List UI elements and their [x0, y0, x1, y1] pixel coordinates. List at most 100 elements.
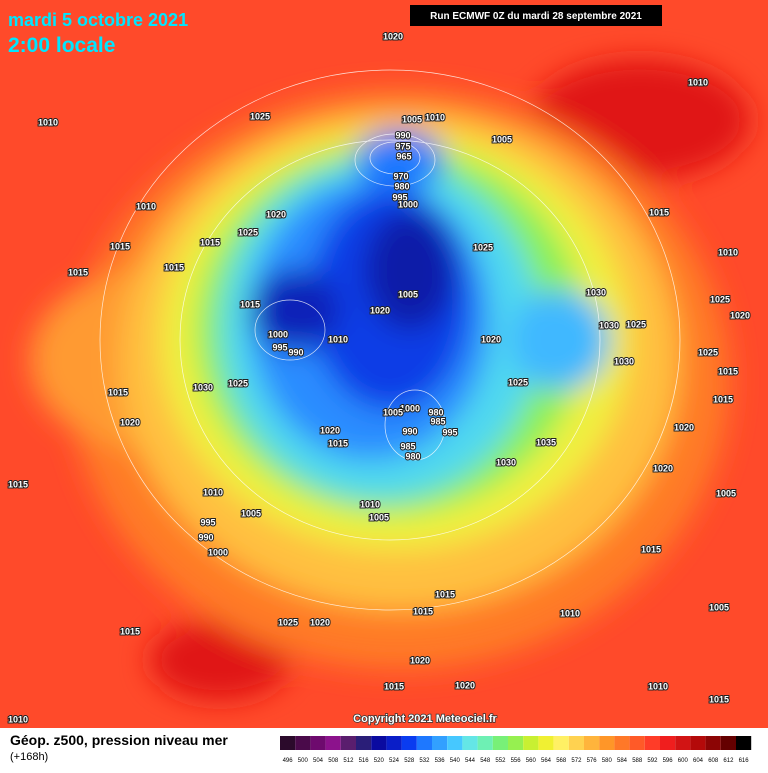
isobar-label: 1005 — [709, 602, 729, 612]
isobar-label: 1020 — [455, 680, 475, 690]
isobar-label: 1010 — [360, 499, 380, 509]
isobar-label: 1025 — [473, 242, 493, 252]
isobar-label: 1020 — [320, 425, 340, 435]
isobar-label: 1030 — [599, 320, 619, 330]
isobar-label: 1010 — [718, 247, 738, 257]
isobar-label: 965 — [396, 151, 411, 161]
isobar-label: 1015 — [8, 479, 28, 489]
scale-label: 564 — [541, 758, 552, 764]
scale-swatch — [675, 736, 691, 750]
scale-swatch — [447, 736, 463, 750]
scale-label: 556 — [511, 758, 522, 764]
isobar-label: 1030 — [614, 356, 634, 366]
scale-swatch — [325, 736, 341, 750]
isobar-label: 1015 — [718, 366, 738, 376]
isobar-label: 1020 — [266, 209, 286, 219]
scale-label: 560 — [526, 758, 537, 764]
isobar-label: 1025 — [250, 111, 270, 121]
isobar-label: 1000 — [400, 403, 420, 413]
isobar-label: 1020 — [370, 305, 390, 315]
scale-swatch — [568, 736, 584, 750]
scale-swatch — [295, 736, 311, 750]
scale-swatch — [462, 736, 478, 750]
scale-swatch — [523, 736, 539, 750]
isobar-label: 1030 — [586, 287, 606, 297]
scale-label: 552 — [495, 758, 506, 764]
scale-swatch — [371, 736, 387, 750]
scale-label: 504 — [313, 758, 324, 764]
scale-swatch — [508, 736, 524, 750]
isobar-label: 1010 — [648, 681, 668, 691]
scale-swatch — [280, 736, 296, 750]
scale-label: 512 — [343, 758, 354, 764]
isobar-label: 990 — [395, 130, 410, 140]
isobar-label: 990 — [198, 532, 213, 542]
isobar-label: 1015 — [649, 207, 669, 217]
isobar-label: 995 — [200, 517, 215, 527]
isobar-label: 1005 — [716, 488, 736, 498]
scale-swatch — [660, 736, 676, 750]
scale-label: 600 — [678, 758, 689, 764]
scale-label: 544 — [465, 758, 476, 764]
isobar-label: 1020 — [674, 422, 694, 432]
isobar-label: 1025 — [508, 377, 528, 387]
isobar-label: 970 — [393, 171, 408, 181]
scale-label: 524 — [389, 758, 400, 764]
isobar-label: 990 — [402, 426, 417, 436]
isobar-label: 1010 — [688, 77, 708, 87]
scale-label: 608 — [708, 758, 719, 764]
scale-swatch — [736, 736, 752, 750]
isobar-label: 1000 — [398, 199, 418, 209]
date: mardi 5 octobre 2021 — [8, 10, 188, 30]
scale-swatch — [644, 736, 660, 750]
scale-label: 540 — [450, 758, 461, 764]
isobar-label: 1010 — [203, 487, 223, 497]
isobar-label: 1010 — [136, 201, 156, 211]
scale-label: 496 — [283, 758, 294, 764]
isobar-label: 1005 — [383, 407, 403, 417]
isobar-label: 1015 — [68, 267, 88, 277]
isobar-label: 1025 — [626, 319, 646, 329]
isobar-label: 1025 — [278, 617, 298, 627]
isobar-label: 995 — [272, 342, 287, 352]
scale-swatch — [584, 736, 600, 750]
isobar-label: 1010 — [8, 714, 28, 724]
scale-swatch — [705, 736, 721, 750]
isobar-label: 1015 — [713, 394, 733, 404]
isobar-label: 985 — [430, 416, 445, 426]
isobar-label: 1005 — [492, 134, 512, 144]
isobar-label: 1005 — [398, 289, 418, 299]
isobar-label: 1010 — [560, 608, 580, 618]
scale-label: 596 — [663, 758, 674, 764]
scale-swatch — [401, 736, 417, 750]
scale-label: 548 — [480, 758, 491, 764]
isobar-label: 1025 — [710, 294, 730, 304]
isobar-label: 1030 — [193, 382, 213, 392]
isobar-label: 1015 — [120, 626, 140, 636]
footer-label: Géop. z500, pression niveau mer — [10, 732, 228, 748]
isobar-label: 1015 — [108, 387, 128, 397]
isobar-label: 1010 — [328, 334, 348, 344]
scale-swatch — [310, 736, 326, 750]
isobar-label: 980 — [394, 181, 409, 191]
isobar-label: 1015 — [110, 241, 130, 251]
scale-label: 572 — [571, 758, 582, 764]
scale-swatch — [432, 736, 448, 750]
scale-swatch — [614, 736, 630, 750]
scale-label: 536 — [435, 758, 446, 764]
scale-label: 616 — [739, 758, 750, 764]
isobar-label: 990 — [288, 347, 303, 357]
scale-label: 500 — [298, 758, 309, 764]
scale-swatch — [538, 736, 554, 750]
color-scale: 496 500 504 508 512 516 520 524 528 532 536 540 544 5… — [280, 736, 752, 764]
isobar-label: 1035 — [536, 437, 556, 447]
isobar-label: 1005 — [402, 114, 422, 124]
scale-label: 528 — [404, 758, 415, 764]
scale-label: 568 — [556, 758, 567, 764]
isobar-label: 985 — [400, 441, 415, 451]
run-box — [410, 5, 662, 26]
isobar-label: 1020 — [410, 655, 430, 665]
scale-label: 580 — [602, 758, 613, 764]
